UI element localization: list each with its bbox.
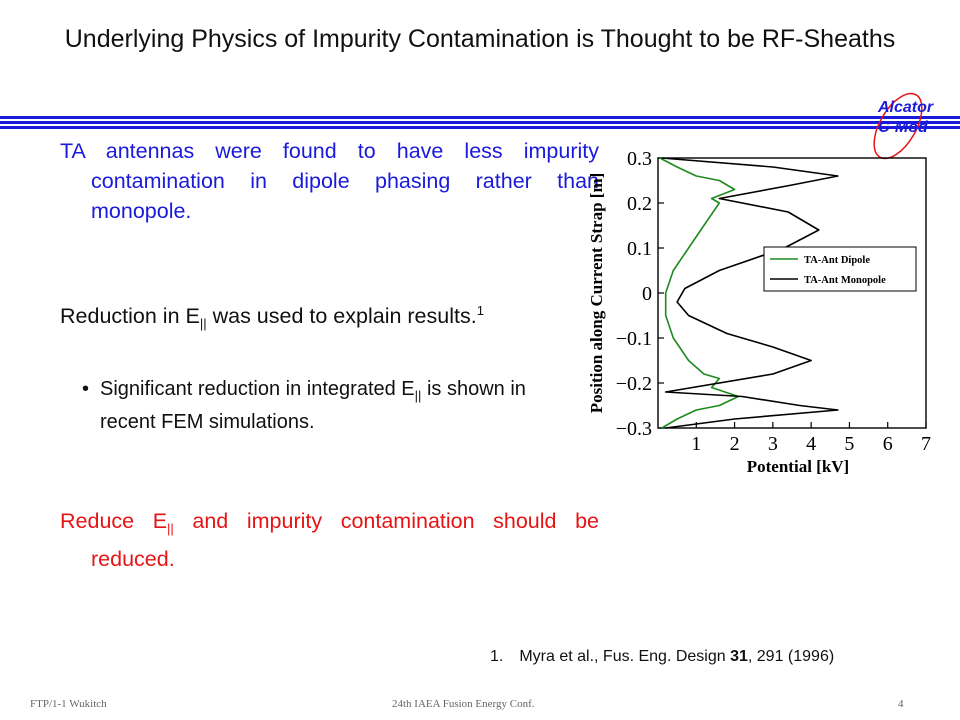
para3-post: and impurity contamination should be red… — [91, 509, 600, 571]
y-tick-label: −0.3 — [616, 418, 652, 440]
reference: 1. Myra et al., Fus. Eng. Design 31, 291 … — [490, 648, 834, 666]
para3-sub: || — [167, 521, 174, 536]
slide-title: Underlying Physics of Impurity Contamina… — [64, 25, 896, 53]
logo-line1: Alcator — [877, 99, 934, 116]
reference-number: 1. — [490, 648, 504, 665]
reference-pre: Myra et al., Fus. Eng. Design — [519, 648, 731, 665]
paragraph-ta-antennas: TA antennas were found to have less impu… — [60, 139, 599, 223]
legend-box — [763, 246, 917, 292]
y-tick-label: 0.1 — [627, 238, 652, 260]
reference-post: , 291 (1996) — [747, 648, 835, 665]
legend-label-dipole: TA-Ant Dipole — [804, 255, 870, 266]
x-tick-label: 5 — [844, 433, 854, 455]
potential-chart: 1 2 3 4 5 6 7 0.3 0.2 0.1 0 −0.1 −0.2 −0.3 Position a… — [587, 148, 931, 476]
x-tick-label: 6 — [883, 433, 893, 455]
x-tick-label: 1 — [691, 433, 701, 455]
x-tick-label: 4 — [806, 433, 816, 455]
logo-line2: C-Mod — [878, 119, 929, 136]
y-tick-label: 0.3 — [627, 148, 652, 170]
legend-label-monopole: TA-Ant Monopole — [804, 275, 886, 286]
y-tick-label: 0.2 — [627, 193, 652, 215]
bullet-pre: Significant reduction in integrated E — [100, 378, 415, 400]
monopole-series-line — [661, 157, 839, 429]
x-tick-label: 7 — [921, 433, 931, 455]
alcator-cmod-logo: Alcator C-Mod — [873, 92, 934, 160]
bullet-fem: • Significant reduction in integrated E||… — [82, 376, 570, 436]
para2-sup: 1 — [476, 303, 484, 318]
title-rule — [0, 126, 960, 129]
y-tick-label: 0 — [642, 283, 652, 305]
y-tick-label: −0.1 — [616, 328, 652, 350]
para2-sub: || — [199, 316, 207, 331]
para3-pre: Reduce E — [60, 509, 168, 533]
paragraph-reduction: Reduction in E|| was used to explain res… — [60, 296, 599, 339]
x-tick-label: 3 — [768, 433, 778, 455]
title-rule — [0, 121, 960, 124]
reference-volume: 31 — [730, 648, 748, 665]
bullet-dot: • — [82, 378, 90, 400]
bullet-post: is shown in recent FEM simulations. — [100, 378, 526, 433]
title-rule — [0, 116, 960, 119]
paragraph-reduce: Reduce E|| and impurity contamination sh… — [60, 506, 599, 574]
footer-page-number: 4 — [898, 698, 904, 710]
y-axis-label: Position along Current Strap [m] — [587, 173, 606, 414]
y-tick-label: −0.2 — [616, 373, 652, 395]
para2-pre: Reduction in E — [60, 304, 200, 328]
dipole-series-line — [659, 157, 740, 429]
x-axis-label: Potential [kV] — [747, 457, 849, 476]
bullet-sub: || — [414, 388, 422, 403]
para2-post: was used to explain results. — [206, 304, 477, 328]
footer-conference: 24th IAEA Fusion Energy Conf. — [392, 698, 535, 710]
plot-frame — [657, 157, 927, 429]
x-tick-label: 2 — [730, 433, 740, 455]
footer-author: FTP/1-1 Wukitch — [30, 698, 107, 710]
